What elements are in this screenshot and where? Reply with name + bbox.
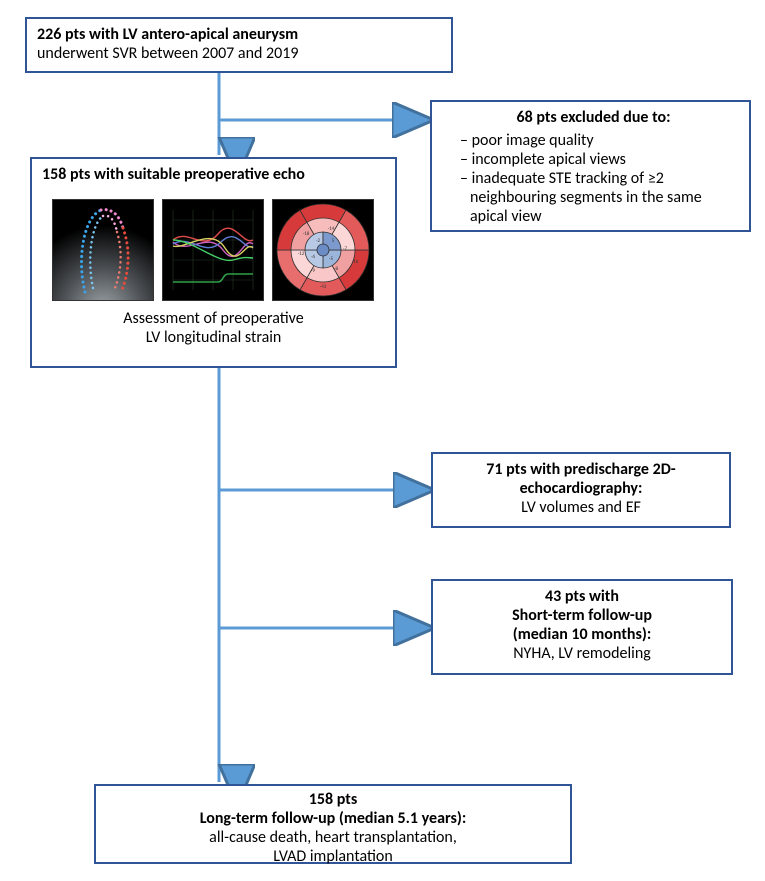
node-line: all-cause death, heart transplantation, (106, 828, 560, 847)
node-suitable-echo: 158 pts with suitable preoperative echo (30, 157, 397, 368)
node-initial-cohort: 226 pts with LV antero-apical aneurysm u… (25, 17, 453, 73)
node-long-term-followup: 158 pts Long-term follow-up (median 5.1 … (94, 784, 572, 864)
node-line: Long-term follow-up (median 5.1 years): (106, 809, 560, 828)
node-title: 158 pts with suitable preoperative echo (42, 165, 385, 184)
svg-text:-43: -43 (320, 284, 327, 290)
node-title: 71 pts with predischarge 2D-echocardiogr… (443, 460, 719, 498)
node-predischarge-echo: 71 pts with predischarge 2D-echocardiogr… (431, 452, 731, 528)
node-line: 43 pts with (443, 587, 721, 606)
list-item: inadequate STE tracking of ≥2 neighbouri… (460, 169, 739, 226)
excluded-reasons-list: poor image quality incomplete apical vie… (448, 131, 739, 226)
node-title: 68 pts excluded due to: (448, 108, 739, 127)
svg-text:-12: -12 (298, 251, 305, 257)
node-line: 158 pts (106, 790, 560, 809)
thumbnail-strain-curves (162, 199, 264, 301)
node-subtitle: LV volumes and EF (443, 498, 719, 517)
list-item: incomplete apical views (460, 150, 739, 169)
flowchart-canvas: 226 pts with LV antero-apical aneurysm u… (0, 0, 765, 881)
svg-text:-9: -9 (311, 268, 316, 274)
thumbnail-bullseye: 5 -2 -6 -5 -7 -8 -9 -12 -18 -14 -43 -16 (272, 199, 374, 301)
svg-text:-2: -2 (316, 238, 321, 244)
node-line: LVAD implantation (106, 847, 560, 866)
node-line: NYHA, LV remodeling (443, 644, 721, 663)
svg-text:-8: -8 (334, 266, 339, 272)
svg-text:-18: -18 (303, 231, 310, 237)
node-short-term-followup: 43 pts with Short-term follow-up (median… (431, 579, 733, 675)
caption-line: LV longitudinal strain (32, 328, 395, 347)
node-line: (median 10 months): (513, 625, 651, 644)
svg-text:5: 5 (332, 238, 335, 244)
svg-text:-16: -16 (352, 259, 359, 265)
node-subtitle: underwent SVR between 2007 and 2019 (37, 44, 441, 63)
thumbnail-ultrasound (52, 199, 154, 301)
svg-text:-5: -5 (329, 256, 334, 262)
node-line: Short-term follow-up (512, 606, 652, 625)
svg-text:-14: -14 (328, 226, 335, 232)
caption-line: Assessment of preoperative (32, 309, 395, 328)
node-excluded: 68 pts excluded due to: poor image quali… (430, 100, 751, 232)
svg-text:-7: -7 (343, 246, 348, 252)
list-item: poor image quality (460, 131, 739, 150)
node-title: 226 pts with LV antero-apical aneurysm (37, 25, 298, 44)
svg-text:-6: -6 (311, 254, 316, 260)
